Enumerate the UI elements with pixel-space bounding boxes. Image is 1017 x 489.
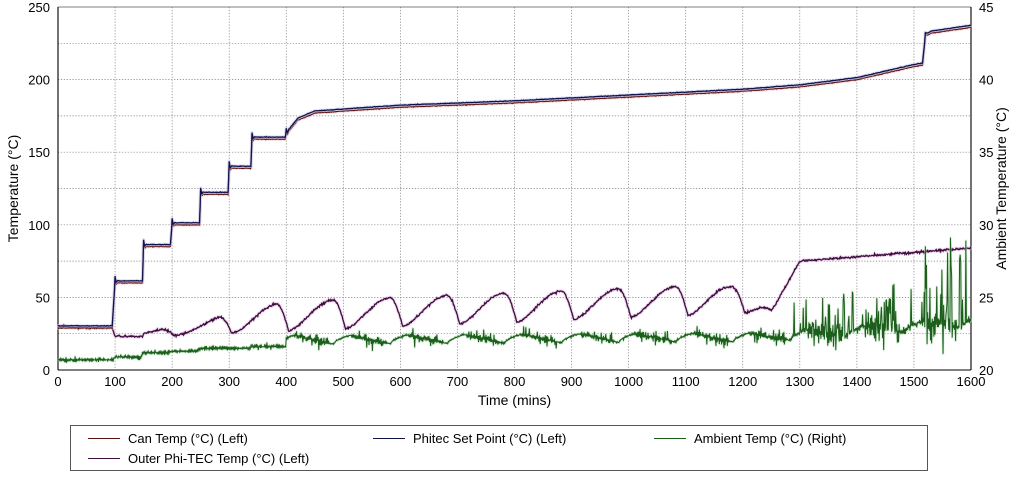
svg-text:100: 100 (28, 218, 50, 233)
svg-text:1000: 1000 (614, 374, 643, 389)
svg-text:600: 600 (390, 374, 412, 389)
svg-text:1100: 1100 (672, 374, 700, 389)
svg-text:800: 800 (504, 374, 526, 389)
svg-text:0: 0 (54, 374, 61, 389)
svg-text:1200: 1200 (728, 374, 757, 389)
svg-text:25: 25 (979, 290, 993, 305)
svg-text:0: 0 (43, 363, 50, 378)
svg-text:50: 50 (36, 290, 50, 305)
svg-text:900: 900 (561, 374, 583, 389)
svg-text:40: 40 (979, 73, 993, 88)
svg-text:250: 250 (28, 0, 50, 15)
svg-text:100: 100 (104, 374, 126, 389)
svg-text:1400: 1400 (842, 374, 871, 389)
svg-text:1500: 1500 (899, 374, 928, 389)
svg-text:150: 150 (28, 145, 50, 160)
svg-text:700: 700 (447, 374, 469, 389)
svg-text:35: 35 (979, 145, 993, 160)
svg-text:300: 300 (218, 374, 240, 389)
svg-text:200: 200 (161, 374, 183, 389)
svg-text:1300: 1300 (785, 374, 814, 389)
svg-text:45: 45 (979, 0, 993, 15)
svg-text:Ambient Temperature (°C): Ambient Temperature (°C) (993, 107, 1009, 270)
svg-text:Temperature (°C): Temperature (°C) (5, 135, 21, 243)
svg-text:200: 200 (28, 73, 50, 88)
svg-text:400: 400 (275, 374, 297, 389)
svg-text:Time (mins): Time (mins) (478, 392, 551, 408)
svg-text:500: 500 (332, 374, 354, 389)
svg-text:30: 30 (979, 218, 993, 233)
svg-text:20: 20 (979, 363, 993, 378)
